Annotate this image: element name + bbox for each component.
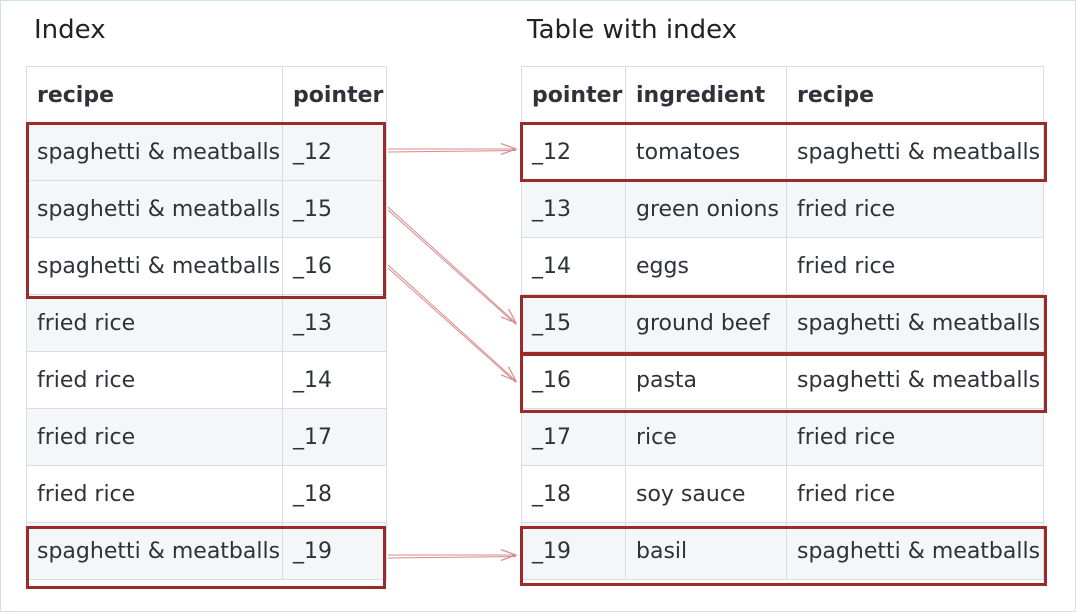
pointer-arrow (387, 206, 518, 325)
cell-recipe: spaghetti & meatballs (786, 294, 1044, 352)
cell-pointer: _19 (282, 522, 387, 580)
table-row: _19 basil spaghetti & meatballs (521, 522, 1044, 580)
index-title: Index (34, 15, 106, 45)
table-row: fried rice _13 (26, 294, 387, 352)
cell-pointer: _14 (282, 351, 387, 409)
cell-pointer: _15 (521, 294, 626, 352)
cell-pointer: _18 (282, 465, 387, 523)
cell-pointer: _13 (521, 180, 626, 238)
cell-pointer: _14 (521, 237, 626, 295)
cell-recipe: spaghetti & meatballs (26, 123, 283, 181)
table-row: _15 ground beef spaghetti & meatballs (521, 294, 1044, 352)
cell-pointer: _17 (282, 408, 387, 466)
table-row: fried rice _18 (26, 465, 387, 523)
pointer-arrow (387, 264, 518, 383)
table-with-index-title: Table with index (527, 15, 738, 45)
cell-recipe: fried rice (26, 294, 283, 352)
table-row: spaghetti & meatballs _12 (26, 123, 387, 181)
cell-recipe: spaghetti & meatballs (26, 522, 283, 580)
cell-recipe: fried rice (26, 351, 283, 409)
cell-recipe: spaghetti & meatballs (786, 123, 1044, 181)
table-row: spaghetti & meatballs _16 (26, 237, 387, 295)
cell-pointer: _15 (282, 180, 387, 238)
cell-pointer: _12 (282, 123, 387, 181)
cell-recipe: spaghetti & meatballs (786, 522, 1044, 580)
cell-pointer: _16 (282, 237, 387, 295)
table-row: fried rice _14 (26, 351, 387, 409)
header-pointer: pointer (282, 66, 387, 124)
cell-ingredient: rice (625, 408, 787, 466)
table-row: spaghetti & meatballs _19 (26, 522, 387, 580)
cell-recipe: spaghetti & meatballs (26, 237, 283, 295)
table-row: spaghetti & meatballs _15 (26, 180, 387, 238)
cell-recipe: fried rice (786, 180, 1044, 238)
index-table: recipe pointer spaghetti & meatballs _12 … (26, 66, 387, 580)
table-with-index: pointer ingredient recipe _12 tomatoes spa… (521, 66, 1044, 580)
cell-recipe: fried rice (786, 465, 1044, 523)
table-row: fried rice _17 (26, 408, 387, 466)
cell-recipe: fried rice (26, 465, 283, 523)
cell-ingredient: soy sauce (625, 465, 787, 523)
cell-recipe: fried rice (786, 237, 1044, 295)
cell-ingredient: ground beef (625, 294, 787, 352)
pointer-arrow (387, 548, 518, 562)
header-recipe: recipe (26, 66, 283, 124)
cell-pointer: _17 (521, 408, 626, 466)
cell-recipe: spaghetti & meatballs (786, 351, 1044, 409)
cell-recipe: spaghetti & meatballs (26, 180, 283, 238)
table-row: _18 soy sauce fried rice (521, 465, 1044, 523)
header-pointer: pointer (521, 66, 626, 124)
header-ingredient: ingredient (625, 66, 787, 124)
table-row: _17 rice fried rice (521, 408, 1044, 466)
cell-recipe: fried rice (786, 408, 1044, 466)
table-row: _14 eggs fried rice (521, 237, 1044, 295)
header-recipe: recipe (786, 66, 1044, 124)
cell-ingredient: pasta (625, 351, 787, 409)
table-row: _16 pasta spaghetti & meatballs (521, 351, 1044, 409)
pointer-arrow (387, 142, 518, 156)
cell-pointer: _13 (282, 294, 387, 352)
cell-ingredient: basil (625, 522, 787, 580)
cell-ingredient: eggs (625, 237, 787, 295)
table-row: _13 green onions fried rice (521, 180, 1044, 238)
cell-ingredient: tomatoes (625, 123, 787, 181)
